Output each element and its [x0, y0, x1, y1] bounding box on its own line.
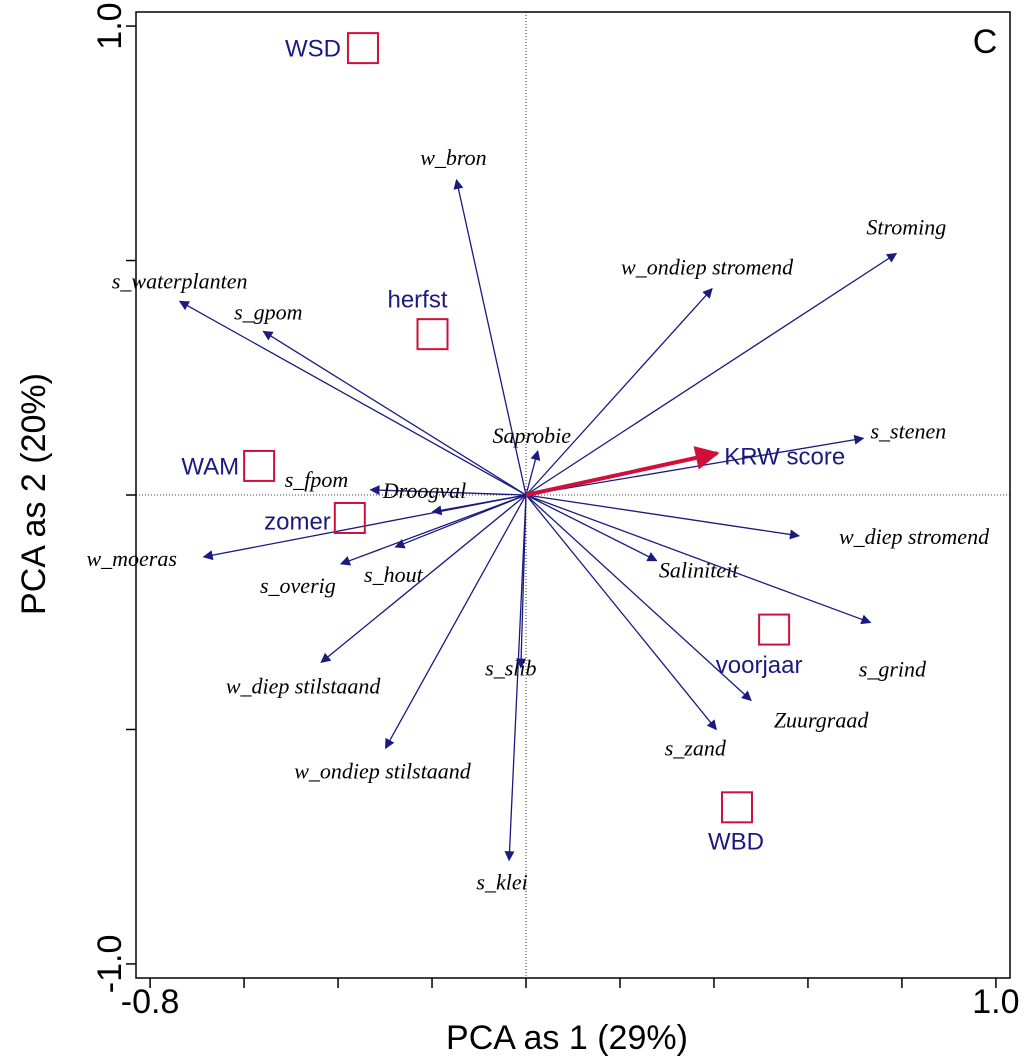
vector-label: s_grind [859, 657, 927, 682]
vector-label: w_moeras [86, 546, 176, 571]
vector-label: s_stenen [871, 418, 947, 443]
vector-label: Zuurgraad [774, 707, 870, 732]
vector-label: s_gpom [234, 299, 302, 324]
vector-label: Stroming [866, 215, 946, 240]
vector-arrow [525, 494, 752, 702]
vector-arrow [504, 494, 527, 862]
vector-arrow [525, 494, 801, 540]
plot-frame [135, 11, 1011, 979]
vector-arrow [320, 494, 527, 664]
vector-label: w_bron [420, 145, 486, 170]
vector-label: Saliniteit [659, 558, 739, 583]
vector-label: w_ondiep stilstaand [294, 758, 472, 783]
vector-arrow [178, 300, 527, 496]
sample-point [333, 501, 366, 534]
y-axis-title: PCA as 2 (20%) [15, 373, 53, 615]
sample-label: WAM [181, 453, 239, 480]
sample-point [758, 613, 791, 646]
sample-point [416, 318, 449, 351]
sample-label: zomer [264, 508, 331, 535]
vector-label: s_slib [485, 656, 536, 681]
sample-label: herfst [387, 287, 447, 314]
y-tick-label: -1.0 [91, 935, 129, 994]
vector-label: s_klei [476, 869, 527, 894]
vector-label: s_hout [364, 562, 424, 587]
y-tick-label: 1.0 [91, 2, 129, 49]
vector-arrow [339, 494, 527, 566]
vector-label: s_zand [665, 736, 727, 761]
x-tick-label: -0.8 [121, 983, 180, 1021]
vector-label: Saprobie [492, 423, 571, 448]
vector-arrow [525, 494, 658, 562]
x-axis-title: PCA as 1 (29%) [446, 1019, 688, 1057]
vector-label: s_waterplanten [112, 268, 248, 293]
vector-label: w_diep stilstaand [226, 673, 382, 698]
vector-arrow [525, 449, 541, 496]
sample-label: WBD [708, 829, 764, 856]
vector-arrow [525, 494, 717, 731]
vector-label: w_ondiep stromend [621, 255, 794, 280]
vector-label: s_fpom [285, 467, 349, 492]
vector-arrow [453, 178, 527, 496]
vector-arrow [525, 287, 713, 496]
vector-label: Droogval [382, 478, 467, 503]
vector-arrow [384, 494, 527, 750]
highlight-label: KRW score [724, 444, 845, 471]
x-tick-label: 1.0 [972, 983, 1019, 1021]
vector-arrow [369, 485, 527, 496]
sample-point [346, 32, 379, 65]
panel-label: C [973, 23, 998, 61]
highlight-arrow [525, 446, 720, 497]
sample-label: WSD [285, 35, 341, 62]
sample-point [243, 449, 276, 482]
vector-arrow [262, 330, 527, 496]
vector-arrow [525, 252, 898, 496]
vector-label: s_overig [260, 573, 336, 598]
sample-point [720, 791, 753, 824]
sample-label: voorjaar [716, 652, 803, 679]
vector-arrow [525, 494, 872, 625]
vector-label: w_diep stromend [839, 524, 990, 549]
